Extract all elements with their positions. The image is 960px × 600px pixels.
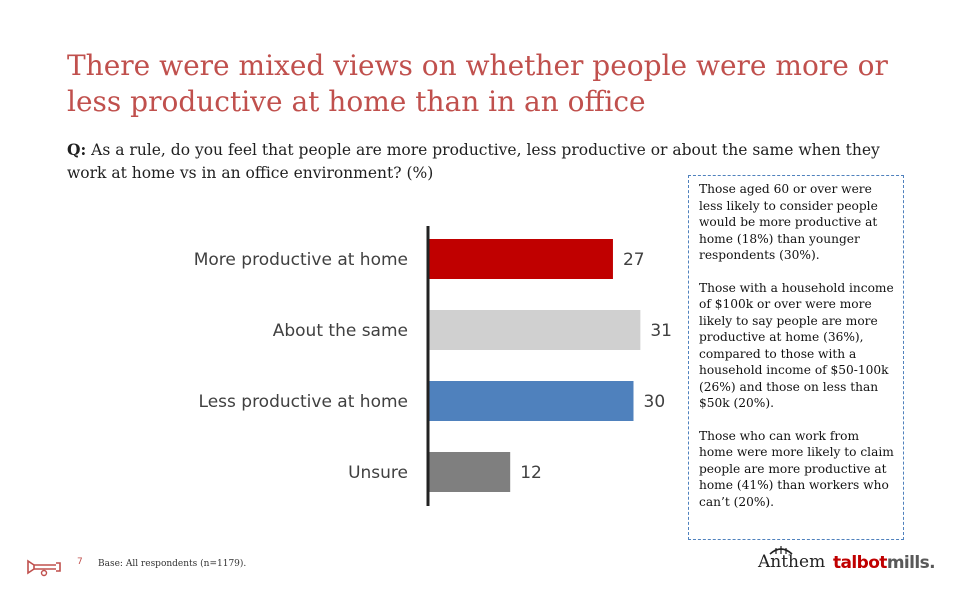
insight-note-box: Those aged 60 or over were less likely t… [688, 175, 904, 540]
data-label: 27 [623, 250, 645, 270]
category-label: Unsure [348, 463, 408, 483]
question-body: As a rule, do you feel that people are m… [67, 141, 880, 182]
bar-chart: More productive at home 27 About the same 3… [194, 226, 672, 506]
page-number: 7 [77, 557, 83, 567]
category-label: More productive at home [194, 250, 408, 270]
note-paragraph: Those who can work from home were more l… [699, 428, 894, 509]
data-label: 30 [644, 392, 666, 412]
category-label: Less productive at home [199, 392, 408, 412]
question-prefix: Q: [67, 140, 87, 159]
trumpet-icon [26, 557, 62, 581]
mills-logo-text: mills. [886, 553, 936, 573]
bar [428, 452, 511, 492]
talbotmills-logo: talbotmills. [833, 553, 936, 573]
question-text: Q: As a rule, do you feel that people ar… [67, 138, 887, 185]
bar [428, 310, 641, 350]
data-label: 31 [650, 321, 672, 341]
category-label: About the same [273, 321, 408, 341]
bar [428, 239, 613, 279]
page-title: There were mixed views on whether people… [67, 49, 888, 118]
note-paragraph: Those with a household income of $100k o… [699, 280, 894, 411]
anthem-logo: Anthem [758, 546, 826, 572]
base-note: Base: All respondents (n=1179). [98, 559, 247, 569]
note-paragraph: Those aged 60 or over were less likely t… [699, 182, 878, 262]
anthem-mark-icon [769, 546, 793, 555]
talbot-logo-text: talbot [833, 553, 887, 573]
data-label: 12 [520, 463, 542, 483]
anthem-logo-text: Anthem [758, 552, 826, 572]
bar [428, 381, 634, 421]
